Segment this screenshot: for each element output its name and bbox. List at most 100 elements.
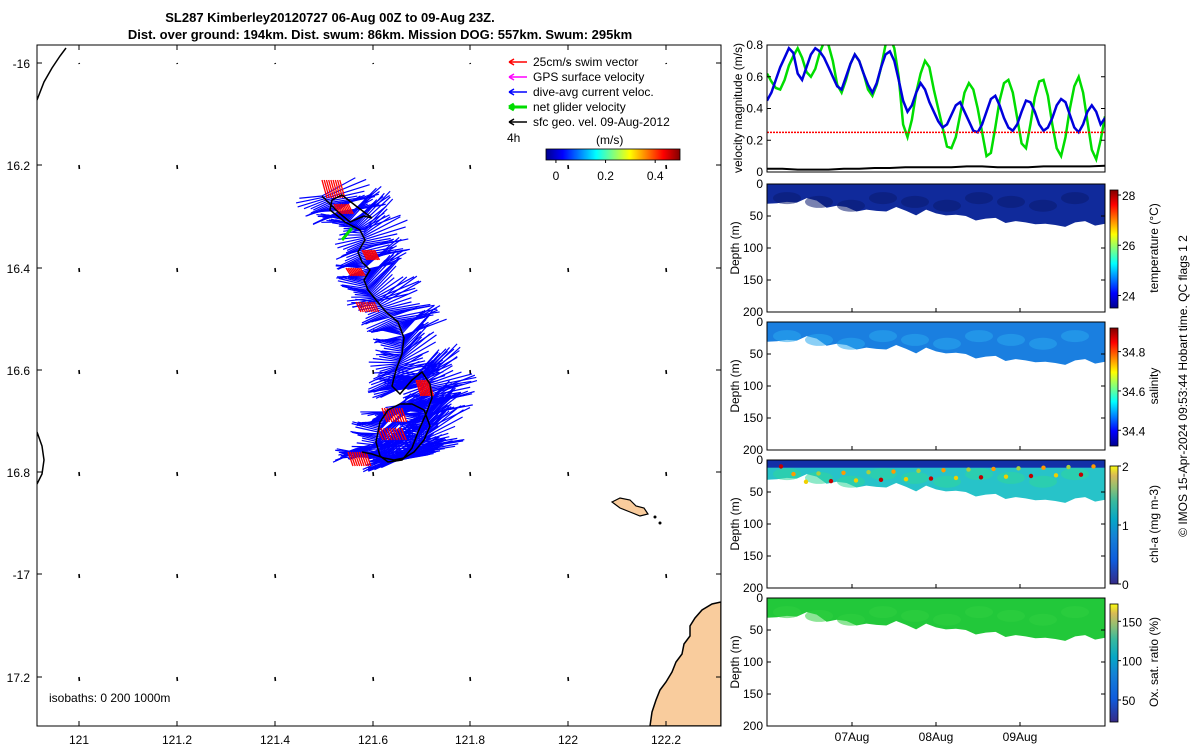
current-vector bbox=[364, 259, 386, 283]
swim-vector bbox=[357, 301, 364, 313]
coastline-west bbox=[37, 47, 67, 101]
current-vector bbox=[383, 381, 406, 387]
current-vector bbox=[357, 443, 391, 451]
current-vector bbox=[382, 297, 412, 308]
swim-vector bbox=[367, 249, 374, 261]
current-vector bbox=[355, 426, 379, 433]
swim-vector bbox=[357, 267, 364, 277]
current-vector bbox=[400, 331, 422, 352]
swim-vector bbox=[351, 451, 359, 467]
current-vector bbox=[375, 349, 401, 357]
current-vector bbox=[346, 251, 363, 259]
section-data-patch bbox=[773, 330, 801, 343]
swim-vector bbox=[397, 427, 404, 441]
current-vector bbox=[409, 420, 427, 425]
current-vector bbox=[377, 276, 408, 303]
current-vector bbox=[354, 199, 378, 226]
swim-vector bbox=[361, 249, 368, 261]
swim-vector bbox=[354, 267, 361, 277]
section-colorbar-label: temperature (°C) bbox=[1147, 203, 1161, 293]
section-data-patch bbox=[773, 192, 801, 205]
current-vector bbox=[401, 318, 447, 337]
swim-vector bbox=[347, 451, 354, 467]
chl-high-value-point bbox=[1016, 466, 1021, 471]
current-vector bbox=[362, 219, 408, 239]
colorbar-tick-label: 0.2 bbox=[597, 169, 614, 183]
section-colorbar-tick-label: 2 bbox=[1122, 460, 1129, 474]
swim-vector bbox=[383, 407, 391, 423]
current-vector bbox=[408, 423, 428, 427]
current-vector bbox=[400, 434, 443, 459]
swim-vector bbox=[415, 379, 422, 397]
current-vector bbox=[347, 276, 366, 281]
island bbox=[610, 497, 649, 517]
oxygen-section: 0 50 100 150 200 Depth (m) 50 100 150 Ox. sat. ra… bbox=[728, 591, 1161, 744]
current-vector bbox=[426, 406, 452, 426]
current-vector bbox=[381, 350, 401, 354]
current-vector bbox=[400, 310, 424, 335]
section-y-tick-label: 200 bbox=[743, 305, 763, 319]
net-glider-velocity-arrow bbox=[340, 227, 354, 241]
swim-vector bbox=[380, 427, 387, 441]
legend-label: GPS surface velocity bbox=[533, 70, 644, 84]
imos-stamp: © IMOS 15-Apr-2024 09:53:44 Hobart time.… bbox=[1176, 235, 1190, 537]
section-data-patch bbox=[773, 606, 801, 619]
swim-vector bbox=[394, 427, 401, 441]
current-vector bbox=[313, 202, 329, 211]
current-vector bbox=[319, 210, 337, 213]
section-colorbar-tick-label: 0 bbox=[1122, 578, 1129, 592]
swim-vector bbox=[373, 249, 381, 261]
current-vector bbox=[366, 318, 394, 333]
current-vector bbox=[399, 332, 422, 358]
current-vector bbox=[373, 368, 396, 380]
current-vector bbox=[361, 214, 390, 230]
swim-vector bbox=[362, 451, 370, 467]
current-vector bbox=[379, 355, 399, 361]
section-colorbar-tick-label: 34.8 bbox=[1122, 346, 1146, 360]
section-colorbar-tick-label: 34.6 bbox=[1122, 385, 1146, 399]
current-vector bbox=[425, 410, 450, 434]
figure-subtitle: Dist. over ground: 194km. Dist. swum: 86… bbox=[128, 27, 632, 42]
current-vector bbox=[373, 371, 395, 374]
colorbar-label: (m/s) bbox=[596, 133, 623, 147]
current-vector bbox=[325, 190, 365, 201]
swim-vector bbox=[350, 267, 357, 277]
current-vector bbox=[363, 238, 402, 268]
swim-vector bbox=[416, 379, 424, 397]
section-data-patch bbox=[901, 195, 929, 208]
current-vector bbox=[400, 309, 434, 347]
map-y-tick-label: -16 bbox=[13, 57, 31, 71]
chl-high-value-point bbox=[903, 477, 909, 482]
swim-vector bbox=[364, 301, 371, 313]
current-vector bbox=[427, 371, 462, 385]
legend-arrowhead bbox=[508, 88, 515, 96]
current-vector bbox=[335, 449, 359, 462]
section-colorbar bbox=[1109, 603, 1119, 723]
chl-high-value-point bbox=[866, 469, 871, 475]
swim-vector bbox=[372, 249, 379, 261]
current-vector bbox=[396, 350, 429, 366]
current-vector bbox=[378, 275, 418, 304]
section-data-patch bbox=[837, 613, 865, 626]
section-data-patch bbox=[1029, 337, 1057, 350]
map-x-tick-label: 121 bbox=[69, 733, 89, 747]
current-vector bbox=[384, 302, 420, 311]
map-x-tick-label: 121.2 bbox=[162, 733, 192, 747]
current-vector bbox=[418, 348, 455, 380]
current-vector bbox=[299, 195, 323, 199]
section-data-patch bbox=[997, 471, 1025, 484]
swim-vector bbox=[364, 249, 371, 261]
current-vector bbox=[382, 354, 400, 360]
current-vector bbox=[384, 378, 413, 384]
current-vector bbox=[357, 196, 391, 228]
current-vector bbox=[337, 280, 366, 288]
section-y-tick-label: 50 bbox=[750, 623, 764, 637]
current-vector bbox=[390, 307, 418, 318]
section-data-patch bbox=[1029, 199, 1057, 212]
current-vector bbox=[347, 288, 371, 295]
current-vector bbox=[341, 284, 366, 289]
coastline-west-lower bbox=[37, 431, 45, 485]
current-vector bbox=[343, 277, 366, 284]
section-y-tick-label: 150 bbox=[743, 687, 763, 701]
